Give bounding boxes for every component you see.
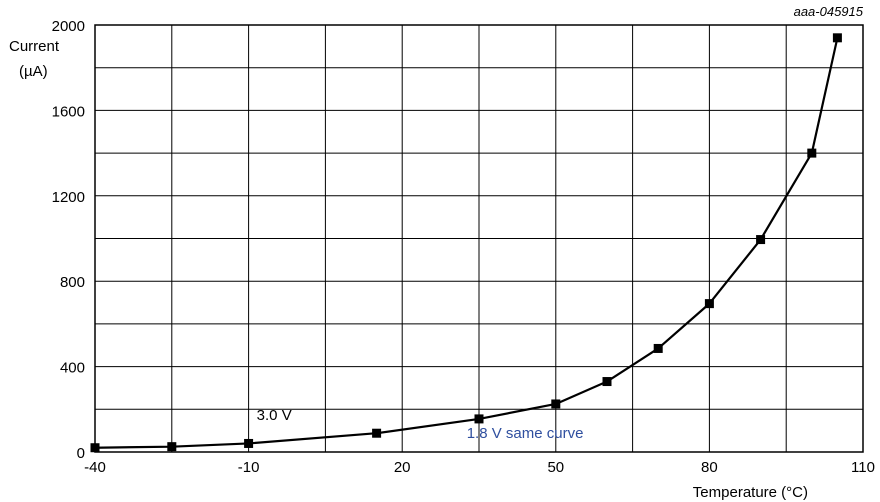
figure-id: aaa-045915: [794, 4, 864, 19]
plot-frame: [94, 24, 864, 453]
annotation-label: 3.0 V: [257, 407, 292, 424]
data-point: [474, 414, 484, 424]
y-tick-label: 800: [60, 274, 85, 291]
y-tick-label: 1600: [52, 103, 85, 120]
y-tick-label: 0: [77, 445, 85, 462]
y-tick-label: 2000: [52, 18, 85, 35]
y-axis-label-line-2: (µA): [19, 63, 48, 80]
y-tick-label: 400: [60, 360, 85, 377]
x-tick-label: -10: [238, 459, 260, 476]
y-axis-label-line-1: Current: [9, 38, 60, 55]
x-tick-label: 80: [701, 459, 718, 476]
series: [90, 33, 842, 453]
data-point: [653, 343, 663, 353]
data-point: [832, 33, 842, 43]
data-point: [90, 443, 100, 453]
x-tick-label: 110: [851, 459, 875, 476]
data-point: [551, 399, 561, 409]
data-point: [602, 377, 612, 387]
x-tick-label: 20: [394, 459, 411, 476]
y-tick-label: 1200: [52, 189, 85, 206]
data-point: [756, 235, 766, 245]
data-point: [167, 442, 177, 452]
x-axis-label: Temperature (°C): [693, 484, 808, 501]
data-point: [807, 148, 817, 158]
annotations: 3.0 V 1.8 V same curve: [257, 407, 584, 442]
series-line: [94, 37, 839, 449]
annotation-label: 1.8 V same curve: [467, 425, 584, 442]
x-tick-label: -40: [84, 459, 106, 476]
data-point: [244, 438, 254, 448]
grid: [94, 24, 864, 453]
x-tick-label: 50: [547, 459, 564, 476]
data-point: [704, 299, 714, 309]
axes: -40 -10 20 50 80 110 0 400 800 1200 1600 2000: [52, 18, 875, 476]
labels: aaa-045915 Current (µA) Temperature (°C): [9, 4, 864, 501]
data-point: [372, 428, 382, 438]
